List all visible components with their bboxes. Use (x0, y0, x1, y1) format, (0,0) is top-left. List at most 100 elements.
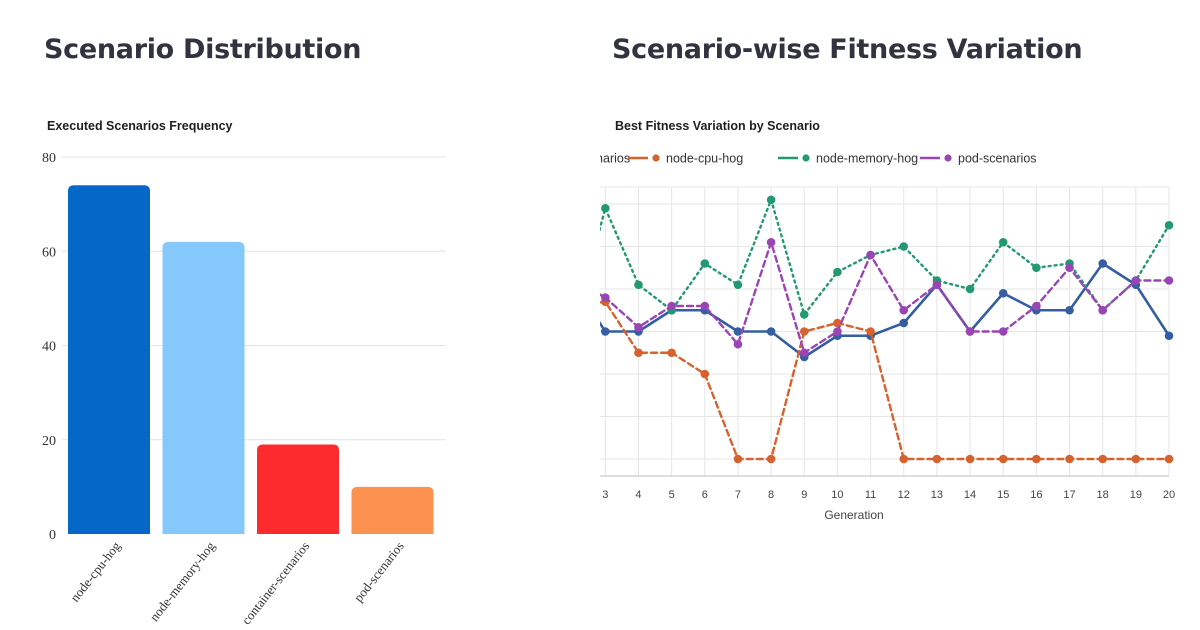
data-point-node-cpu-hog (733, 454, 743, 464)
legend-item-container-scenarios: container-scenarios (600, 152, 630, 166)
bar-y-tick-label: 0 (49, 528, 56, 543)
data-point-pod-scenarios (965, 327, 975, 336)
data-point-pod-scenarios (998, 327, 1008, 336)
legend-label: node-cpu-hog (666, 152, 743, 166)
data-point-pod-scenarios (1131, 276, 1141, 285)
legend-item-node-cpu-hog: node-cpu-hog (628, 152, 743, 166)
data-point-container-scenarios (766, 327, 776, 336)
line-x-tick-label: 8 (768, 489, 774, 501)
fitness-variation-heading: Scenario-wise Fitness Variation (612, 34, 1083, 65)
data-point-node-cpu-hog (965, 454, 975, 464)
series-node-memory-hog (600, 195, 1174, 319)
data-point-node-cpu-hog (799, 327, 809, 336)
bar-pod-scenarios (351, 486, 434, 534)
legend-item-pod-scenarios: pod-scenarios (920, 152, 1037, 166)
bar-category-label: pod-scenarios (351, 539, 407, 605)
fitness-variation-line-chart: Best Fitness Variation by Scenario contai… (600, 119, 1175, 522)
data-point-node-memory-hog (634, 280, 643, 290)
data-point-pod-scenarios (733, 339, 743, 349)
bar-category-label: node-cpu-hog (67, 538, 124, 605)
data-point-node-cpu-hog (1032, 454, 1041, 464)
line-x-tick-label: 18 (1097, 489, 1109, 501)
data-point-pod-scenarios (700, 301, 710, 311)
data-point-pod-scenarios (667, 301, 676, 311)
data-point-pod-scenarios (799, 348, 809, 358)
data-point-node-memory-hog (700, 259, 710, 268)
bar-category-label: node-memory-hog (146, 538, 218, 624)
series-line-node-memory-hog (600, 198, 1171, 316)
bar-node-cpu-hog (68, 185, 150, 534)
data-point-node-cpu-hog (1065, 454, 1074, 464)
line-x-tick-label: 10 (831, 489, 843, 501)
data-point-node-cpu-hog (634, 348, 643, 358)
line-x-tick-label: 19 (1130, 489, 1142, 501)
bar-y-tick-label: 20 (42, 434, 56, 449)
scenario-distribution-heading: Scenario Distribution (44, 34, 362, 65)
line-x-tick-label: 9 (801, 489, 807, 501)
data-point-node-memory-hog (998, 237, 1008, 247)
data-point-container-scenarios (998, 288, 1008, 298)
data-point-node-cpu-hog (1098, 454, 1107, 464)
data-point-node-cpu-hog (700, 369, 710, 379)
data-point-node-memory-hog (733, 280, 743, 290)
data-point-container-scenarios (1065, 305, 1074, 315)
data-point-node-memory-hog (899, 242, 909, 251)
line-x-axis-title: Generation (824, 508, 883, 522)
line-x-tick-label: 7 (735, 489, 741, 501)
data-point-node-cpu-hog (1131, 454, 1141, 464)
bar-node-memory-hog (162, 241, 245, 534)
series-line-pod-scenarios (600, 241, 1171, 354)
line-x-tick-label: 17 (1063, 489, 1075, 501)
data-point-node-cpu-hog (899, 454, 909, 464)
data-point-node-memory-hog (766, 195, 776, 205)
legend-swatch-marker (944, 154, 952, 162)
line-x-tick-label: 4 (635, 489, 641, 501)
data-point-node-cpu-hog (998, 454, 1008, 464)
data-point-pod-scenarios (1065, 263, 1074, 273)
data-point-pod-scenarios (1032, 301, 1041, 311)
bar-container-scenarios (257, 444, 339, 534)
data-point-pod-scenarios (1164, 276, 1174, 285)
data-point-node-memory-hog (965, 284, 975, 294)
scenario-frequency-bar-chart: Executed Scenarios Frequency 0 20 40 60 80 nod… (42, 119, 446, 628)
data-point-pod-scenarios (866, 250, 875, 260)
series-node-cpu-hog (600, 297, 1174, 464)
data-point-node-cpu-hog (667, 348, 676, 358)
bar-y-tick-label: 40 (42, 340, 56, 355)
legend-item-node-memory-hog: node-memory-hog (778, 152, 918, 166)
series-container-scenarios (600, 259, 1174, 362)
data-point-container-scenarios (1164, 331, 1174, 341)
legend-label: node-memory-hog (816, 152, 918, 166)
bar-chart-title: Executed Scenarios Frequency (47, 119, 233, 133)
data-point-container-scenarios (899, 318, 909, 328)
data-point-pod-scenarios (932, 280, 942, 290)
line-x-tick-label: 6 (702, 489, 708, 501)
data-point-node-cpu-hog (766, 454, 776, 464)
line-x-tick-label: 13 (931, 489, 943, 501)
line-chart-title: Best Fitness Variation by Scenario (615, 119, 820, 133)
line-x-tick-label: 14 (964, 489, 976, 501)
data-point-node-memory-hog (1032, 263, 1041, 273)
bar-y-tick-label: 80 (42, 151, 56, 166)
data-point-node-cpu-hog (1164, 454, 1174, 464)
series-pod-scenarios (600, 237, 1174, 358)
line-x-tick-label: 16 (1030, 489, 1042, 501)
data-point-container-scenarios (601, 327, 610, 336)
data-point-node-cpu-hog (833, 318, 842, 328)
bar-y-tick-label: 60 (42, 245, 56, 260)
line-x-tick-label: 11 (865, 489, 876, 501)
data-point-node-cpu-hog (932, 454, 942, 464)
line-x-tick-label: 15 (997, 489, 1009, 501)
line-x-tick-label: 3 (602, 489, 608, 501)
data-point-node-memory-hog (799, 310, 809, 319)
data-point-pod-scenarios (833, 327, 842, 336)
data-point-node-memory-hog (1164, 220, 1174, 230)
data-point-container-scenarios (733, 327, 743, 336)
legend-swatch-marker (652, 154, 660, 162)
data-point-node-cpu-hog (866, 327, 875, 336)
bar-category-label: container-scenarios (238, 539, 312, 628)
legend-swatch-marker (802, 154, 810, 162)
data-point-container-scenarios (1098, 259, 1107, 268)
data-point-node-memory-hog (833, 267, 842, 277)
data-point-pod-scenarios (899, 305, 909, 315)
